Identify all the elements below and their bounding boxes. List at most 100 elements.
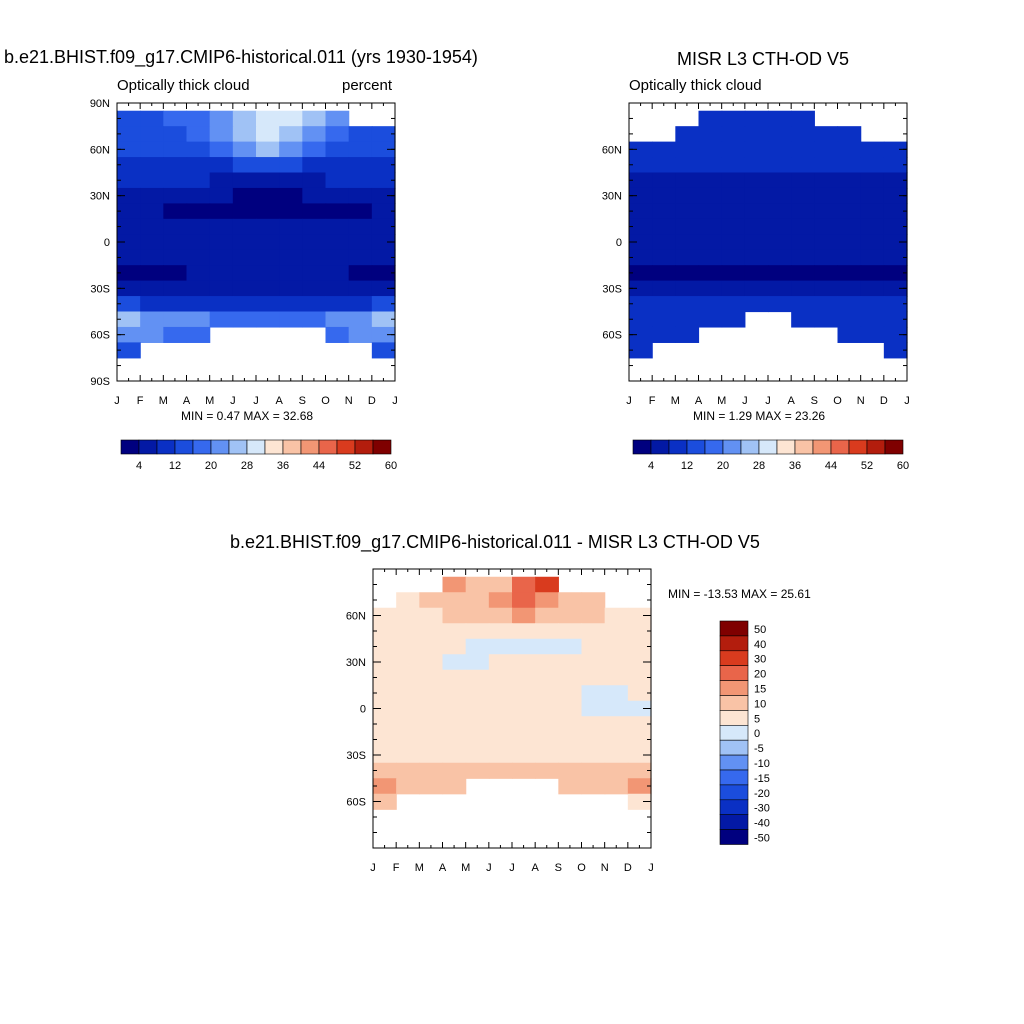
panel3-cell bbox=[373, 700, 397, 717]
panel1-cell bbox=[371, 203, 396, 220]
panel1-cell bbox=[371, 157, 396, 174]
panel1-cell bbox=[117, 280, 141, 297]
panel3-colorbar-box bbox=[719, 754, 749, 771]
panel2-stats: MIN = 1.29 MAX = 23.26 bbox=[693, 409, 826, 423]
panel3-ytick-label: 30S bbox=[346, 750, 366, 762]
panel1-cell bbox=[117, 126, 141, 143]
panel3-cell bbox=[558, 607, 583, 624]
panel3-cell bbox=[535, 762, 559, 779]
panel2-cell bbox=[860, 187, 885, 204]
panel1-cell bbox=[209, 280, 234, 297]
panel2-cell bbox=[791, 280, 815, 297]
panel3-cell bbox=[627, 638, 652, 655]
panel2-cell bbox=[837, 280, 862, 297]
panel2-cell bbox=[721, 234, 746, 251]
panel2-colorbar-box bbox=[650, 439, 670, 455]
panel3-cell bbox=[396, 700, 420, 717]
panel3-cell bbox=[396, 685, 420, 702]
panel1-cell bbox=[279, 280, 303, 297]
panel3-cell bbox=[488, 654, 513, 671]
panel1-cell bbox=[348, 203, 373, 220]
panel2-cell bbox=[721, 218, 746, 235]
panel3-cell bbox=[419, 669, 444, 686]
panel1-cell bbox=[209, 234, 234, 251]
panel3-cell bbox=[558, 747, 583, 764]
panel2-cell bbox=[791, 203, 815, 220]
panel2-cell bbox=[883, 141, 908, 158]
panel2-cell bbox=[791, 249, 815, 266]
panel1-cell bbox=[140, 265, 164, 282]
panel1-cell bbox=[348, 296, 373, 313]
panel2-cell bbox=[744, 249, 769, 266]
panel3-colorbar-box bbox=[719, 769, 749, 786]
panel1-cell bbox=[279, 110, 303, 127]
panel2-cell bbox=[698, 311, 723, 328]
panel1-cell bbox=[371, 311, 396, 328]
panel2-field bbox=[629, 110, 908, 359]
panel1-cell bbox=[256, 311, 280, 328]
panel2-xtick-label: A bbox=[787, 395, 795, 407]
panel3-colorbar-box bbox=[719, 695, 749, 711]
panel1-cell bbox=[117, 203, 141, 220]
panel3-cell bbox=[627, 747, 652, 764]
panel3-cell bbox=[442, 607, 467, 624]
panel2-ytick-label: 30S bbox=[602, 283, 622, 295]
panel2-title: MISR L3 CTH-OD V5 bbox=[677, 49, 850, 69]
panel3-cell bbox=[604, 731, 629, 748]
panel1-cell bbox=[371, 234, 396, 251]
panel3-cell bbox=[581, 607, 606, 624]
panel1-cell bbox=[186, 172, 211, 189]
panel3-cell bbox=[581, 654, 606, 671]
panel1-xtick-label: M bbox=[159, 395, 168, 407]
panel1-cell bbox=[209, 265, 234, 282]
panel1-cell bbox=[163, 203, 188, 220]
panel1-cell bbox=[325, 326, 350, 343]
panel1-colorbar-label: 44 bbox=[313, 460, 325, 472]
panel2-colorbar-box bbox=[704, 439, 724, 455]
panel3-cell bbox=[465, 607, 490, 624]
panel3-cell bbox=[604, 762, 629, 779]
panel1-cell bbox=[186, 311, 211, 328]
panel3-cell bbox=[512, 700, 536, 717]
panel3-colorbar-box bbox=[719, 665, 749, 681]
panel2-cell bbox=[721, 280, 746, 297]
panel2-colorbar-box bbox=[632, 439, 652, 455]
panel3-cell bbox=[373, 716, 397, 733]
panel3-cell bbox=[627, 716, 652, 733]
panel3-cell bbox=[535, 716, 559, 733]
panel3-ytick-label: 0 bbox=[360, 704, 366, 716]
panel3-cell bbox=[535, 685, 559, 702]
panel2-cell bbox=[768, 249, 792, 266]
panel3-title: b.e21.BHIST.f09_g17.CMIP6-historical.011… bbox=[230, 532, 760, 552]
panel1-cell bbox=[302, 172, 327, 189]
panel3-colorbar-box bbox=[719, 814, 749, 830]
panel2-cell bbox=[652, 203, 676, 220]
panel1-cell bbox=[348, 249, 373, 266]
panel1-cell bbox=[279, 296, 303, 313]
panel3-colorbar-label: 15 bbox=[754, 684, 766, 696]
panel3-colorbar-label: 10 bbox=[754, 698, 766, 710]
panel2-xtick-label: J bbox=[626, 395, 632, 407]
panel3-ytick-label: 30N bbox=[346, 657, 366, 669]
panel2-colorbar-label: 20 bbox=[717, 460, 729, 472]
panel2-xtick-label: J bbox=[742, 395, 748, 407]
panel1-cell bbox=[371, 172, 396, 189]
panel3-cell bbox=[512, 669, 536, 686]
panel3-cell bbox=[465, 592, 490, 609]
panel3-cell bbox=[604, 747, 629, 764]
panel1-cell bbox=[302, 203, 327, 220]
panel1-cell bbox=[279, 218, 303, 235]
panel3-cell bbox=[627, 669, 652, 686]
panel3-cell bbox=[512, 762, 536, 779]
panel1-cell bbox=[209, 110, 234, 127]
panel2-colorbar-label: 4 bbox=[648, 460, 654, 472]
panel3-cell bbox=[627, 731, 652, 748]
panel2-cell bbox=[744, 187, 769, 204]
panel2-cell bbox=[814, 280, 839, 297]
panel2-cell bbox=[629, 157, 653, 174]
panel2-cell bbox=[883, 203, 908, 220]
panel3-cell bbox=[604, 654, 629, 671]
panel2-xtick-label: M bbox=[671, 395, 680, 407]
panel1-field bbox=[117, 110, 396, 359]
